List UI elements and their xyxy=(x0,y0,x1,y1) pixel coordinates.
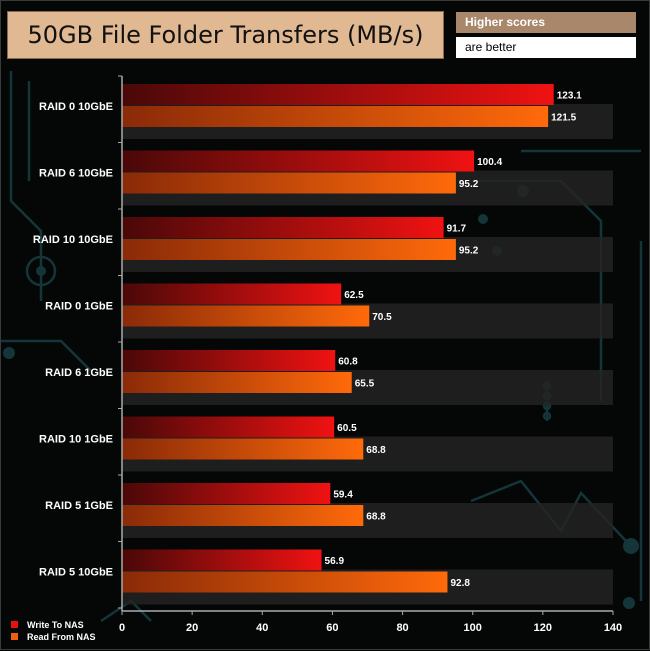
bar-read xyxy=(122,172,456,194)
data-label: 91.7 xyxy=(447,224,467,235)
bar-write xyxy=(122,150,475,172)
category-label: RAID 5 1GbE xyxy=(45,500,113,512)
x-axis-ticks: 0 20 40 60 80 100 120 140 xyxy=(118,75,622,634)
bar-read xyxy=(122,571,448,593)
x-tick-label: 100 xyxy=(464,622,482,634)
data-label: 92.8 xyxy=(450,578,470,589)
bar-write xyxy=(122,416,335,438)
legend-swatch-read xyxy=(11,633,18,640)
category-label: RAID 6 10GbE xyxy=(39,168,113,180)
category-label: RAID 10 1GbE xyxy=(39,434,113,446)
bar-write xyxy=(122,549,322,571)
bar-read xyxy=(122,239,456,260)
bar-read xyxy=(122,505,364,526)
bar-read xyxy=(122,305,370,327)
chart-title-box: 50GB File Folder Transfers (MB/s) xyxy=(7,11,444,59)
x-tick-label: 140 xyxy=(604,622,622,634)
data-label: 65.5 xyxy=(355,379,375,390)
note-are-better: are better xyxy=(456,37,636,58)
category-label: RAID 10 10GbE xyxy=(33,234,113,246)
bar-write xyxy=(122,483,331,504)
data-label: 123.1 xyxy=(557,91,582,102)
bars-layer: 123.1 121.5 100.4 95.2 91.7 95.2 62.5 70.5 60.8 6… xyxy=(122,84,582,593)
data-label: 68.8 xyxy=(366,512,386,523)
category-label: RAID 0 10GbE xyxy=(39,101,113,113)
legend-label-write: Write To NAS xyxy=(27,620,84,630)
bar-write xyxy=(122,84,554,105)
bar-write xyxy=(122,350,336,371)
bar-write xyxy=(122,283,342,305)
data-label: 100.4 xyxy=(477,157,502,168)
bar-read xyxy=(122,372,352,393)
legend: Write To NAS Read From NAS xyxy=(11,620,96,642)
data-label: 95.2 xyxy=(459,246,479,257)
bar-read xyxy=(122,106,549,127)
chart-title: 50GB File Folder Transfers (MB/s) xyxy=(27,21,424,49)
category-labels: RAID 0 10GbE RAID 6 10GbE RAID 10 10GbE RAI… xyxy=(33,101,113,579)
legend-label-read: Read From NAS xyxy=(27,632,96,642)
data-label: 60.8 xyxy=(338,357,358,368)
category-label: RAID 0 1GbE xyxy=(45,301,113,313)
data-label: 121.5 xyxy=(551,113,576,124)
category-label: RAID 6 1GbE xyxy=(45,367,113,379)
data-label: 56.9 xyxy=(325,556,345,567)
x-tick-label: 20 xyxy=(186,622,198,634)
category-label: RAID 5 10GbE xyxy=(39,567,113,579)
data-label: 59.4 xyxy=(333,490,353,501)
data-label: 60.5 xyxy=(337,423,357,434)
data-label: 68.8 xyxy=(366,445,386,456)
x-tick-label: 120 xyxy=(534,622,552,634)
x-tick-label: 40 xyxy=(256,622,268,634)
bar-write xyxy=(122,217,444,238)
data-label: 62.5 xyxy=(344,290,364,301)
legend-swatch-write xyxy=(11,621,18,628)
bar-read xyxy=(122,438,364,460)
data-label: 95.2 xyxy=(459,179,479,190)
x-tick-label: 60 xyxy=(326,622,338,634)
note-higher-scores: Higher scores xyxy=(456,12,636,33)
data-label: 70.5 xyxy=(372,312,392,323)
x-tick-label: 80 xyxy=(396,622,408,634)
x-tick-label: 0 xyxy=(119,622,125,634)
